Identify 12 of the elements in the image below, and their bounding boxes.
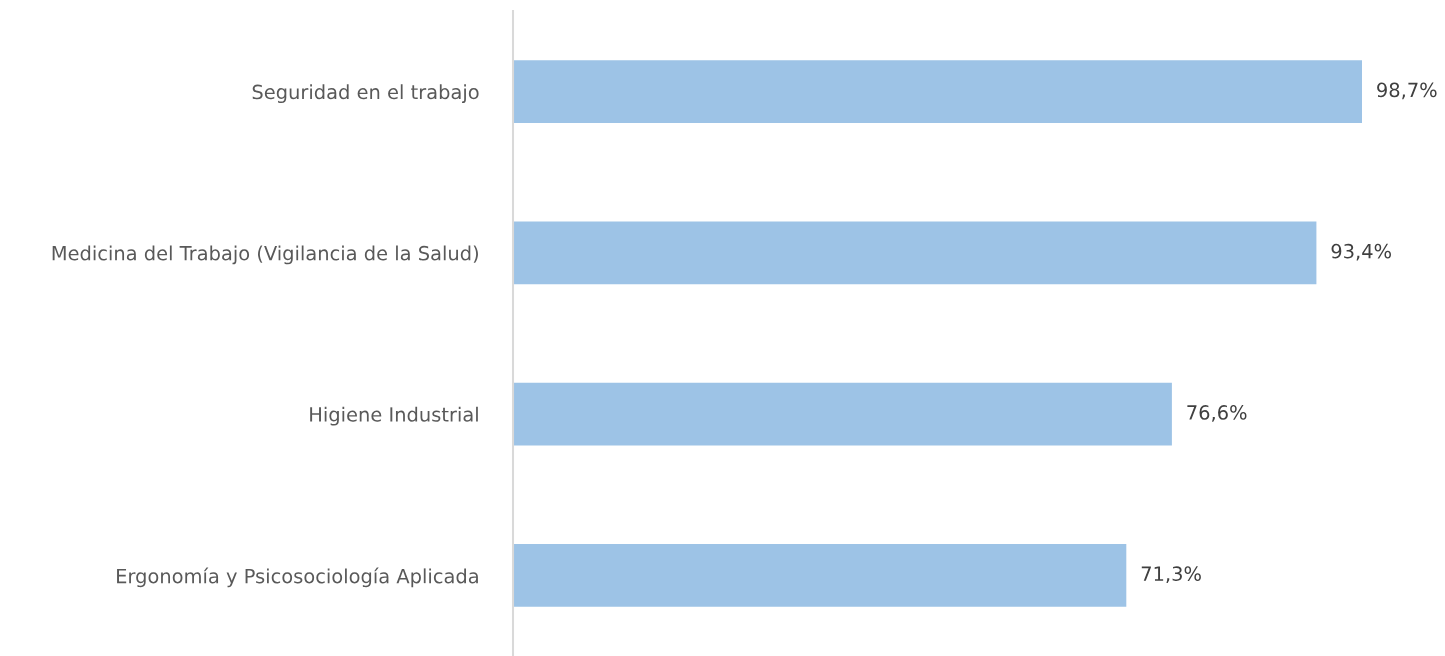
y-tick-label: Higiene Industrial [310, 406, 478, 426]
y-tick-label: Ergonomía y Psicosociología Aplicada [117, 567, 478, 588]
data-label: 93,4% [1331, 243, 1391, 261]
bar [513, 543, 1127, 607]
data-label: 98,7% [1377, 82, 1437, 100]
bar [513, 221, 1317, 285]
data-label: 71,3% [1141, 566, 1201, 583]
y-tick-label: Seguridad en el trabajo [252, 84, 479, 104]
bar [513, 382, 1172, 446]
bar [513, 60, 1362, 124]
y-tick-label: Medicina del Trabajo (Vigilancia de la Salud) [52, 245, 478, 265]
data-label: 76,6% [1187, 405, 1247, 422]
